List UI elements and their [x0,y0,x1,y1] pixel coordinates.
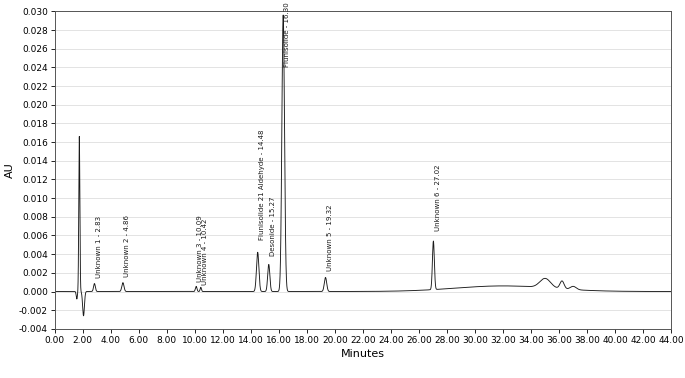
Text: Unknown 2 - 4.86: Unknown 2 - 4.86 [124,215,130,277]
Text: Unknown 1 - 2.83: Unknown 1 - 2.83 [96,216,101,279]
Text: Unknown 3 - 10.09: Unknown 3 - 10.09 [197,215,203,282]
Text: Desonide - 15.27: Desonide - 15.27 [270,197,276,256]
Text: Flunisolide - 16.30: Flunisolide - 16.30 [284,3,290,67]
Y-axis label: AU: AU [5,162,14,178]
Text: Flunisolide 21 Aldehyde - 14.48: Flunisolide 21 Aldehyde - 14.48 [259,130,265,240]
Text: Unknown 5 - 19.32: Unknown 5 - 19.32 [327,204,333,271]
Text: Unknown 4 - 10.42: Unknown 4 - 10.42 [202,218,208,285]
Text: Unknown 6 - 27.02: Unknown 6 - 27.02 [434,164,440,231]
X-axis label: Minutes: Minutes [341,349,385,359]
